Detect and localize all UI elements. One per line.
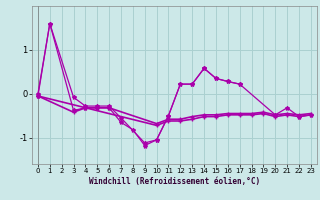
- X-axis label: Windchill (Refroidissement éolien,°C): Windchill (Refroidissement éolien,°C): [89, 177, 260, 186]
